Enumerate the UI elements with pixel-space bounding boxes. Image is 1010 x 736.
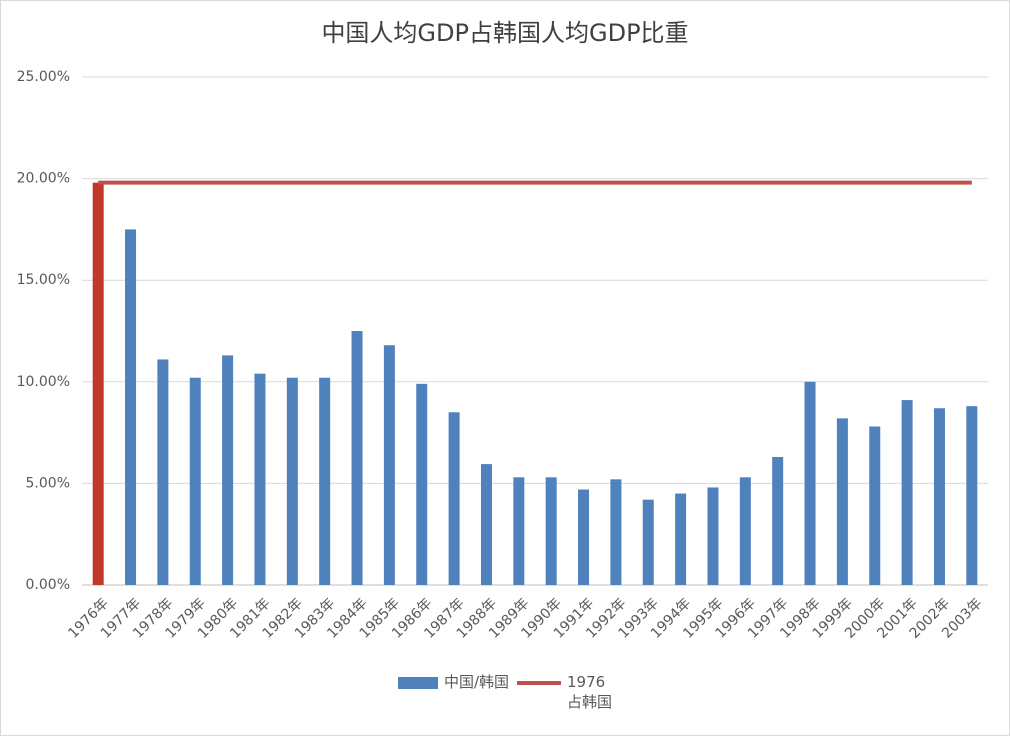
bar [545,477,557,585]
bar [286,377,298,585]
legend-swatch [517,681,562,685]
bar [513,477,525,585]
chart-title: 中国人均GDP占韩国人均GDP比重 [321,19,688,47]
bar [189,377,201,585]
y-tick-label: 5.00% [26,475,70,491]
bar [610,479,622,585]
bar [92,182,104,585]
bar [707,487,719,585]
legend-label: 中国/韩国 [443,673,510,691]
legend-swatch [397,677,438,689]
y-tick-label: 10.00% [17,374,70,390]
bar [675,493,687,585]
bar [125,229,137,585]
bar [416,383,428,585]
y-tick-label: 15.00% [17,272,70,288]
bar [933,408,945,585]
bar [448,412,460,585]
bar [254,373,266,585]
bar [642,499,654,585]
bar [966,406,978,585]
legend-label: 1976 占韩国 [567,673,613,711]
y-tick-label: 0.00% [26,577,70,593]
y-tick-label: 25.00% [17,69,70,85]
bar [157,359,169,585]
legend-item: 1976 占韩国 [517,672,612,712]
bar [383,345,395,585]
bar [901,400,913,585]
bar [739,477,751,585]
y-tick-label: 20.00% [17,171,70,187]
bar [351,331,363,585]
bar [772,456,784,585]
legend: 中国/韩国 1976 占韩国 [0,672,1010,712]
bar [578,489,590,585]
bar [319,377,331,585]
bar [869,426,881,585]
bar [804,381,816,585]
bar [836,418,848,585]
bar [222,355,234,585]
legend-item: 中国/韩国 [397,672,510,712]
bar [480,464,492,585]
